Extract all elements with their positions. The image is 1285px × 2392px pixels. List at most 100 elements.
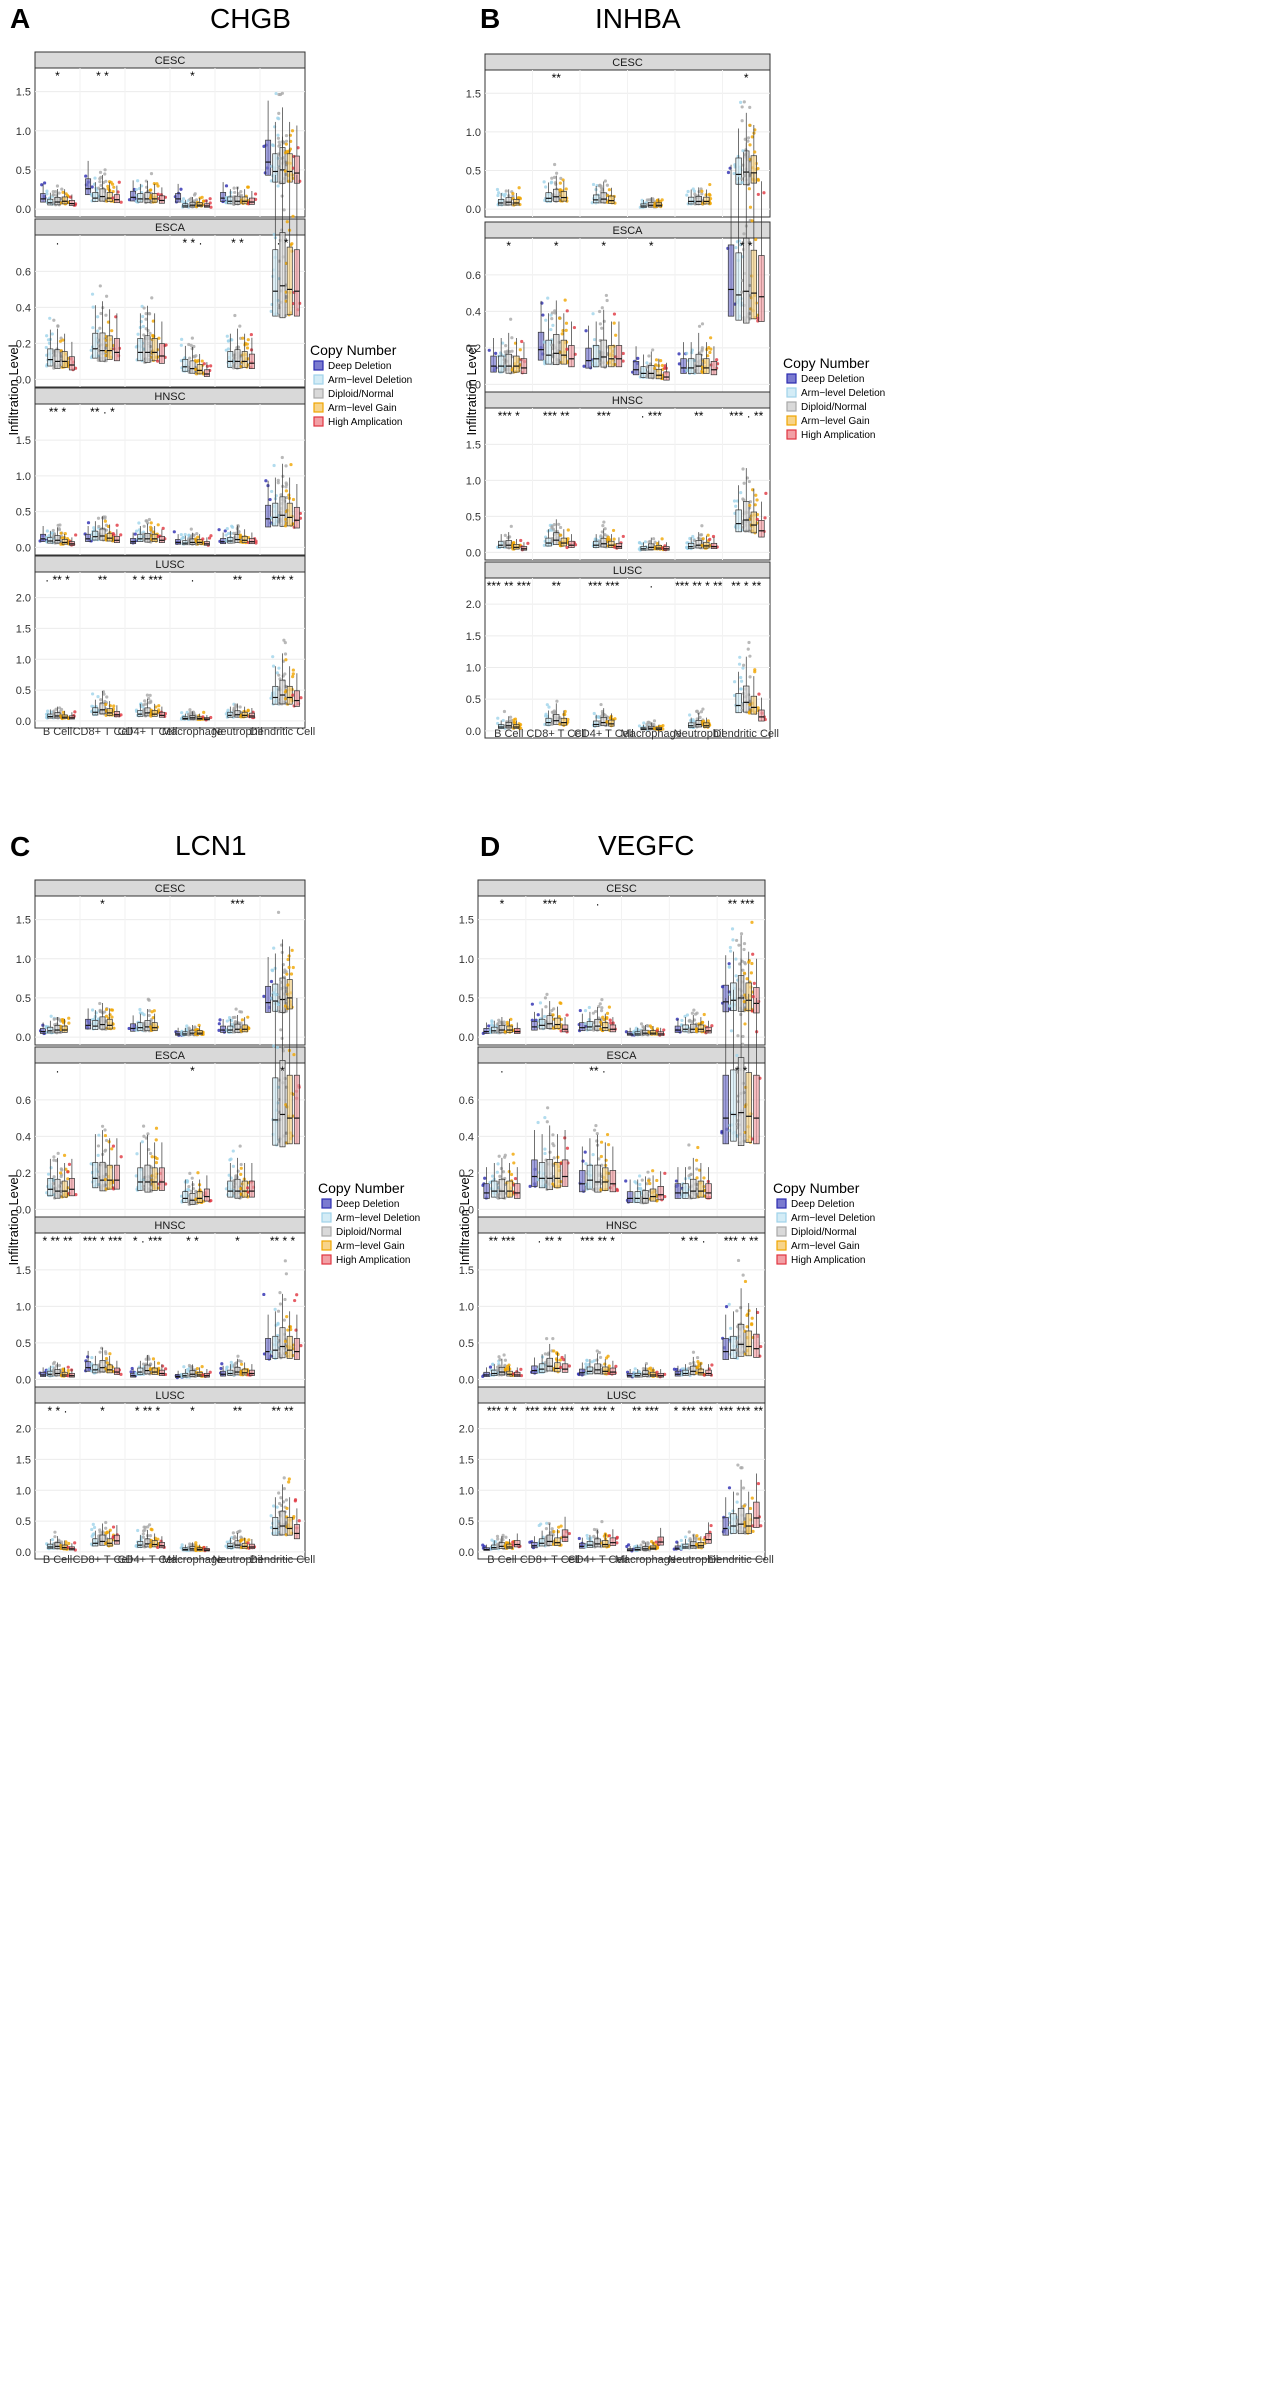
data-point bbox=[281, 474, 285, 478]
facet-CESC: CESC 0.0 0.5 1.0 1.5 * * * * bbox=[16, 51, 306, 218]
data-point bbox=[612, 537, 616, 541]
legend-swatch bbox=[786, 401, 797, 412]
data-point bbox=[612, 321, 616, 325]
data-point bbox=[53, 1535, 57, 1539]
y-tick-label: 0.0 bbox=[16, 1374, 31, 1386]
data-point bbox=[146, 1354, 150, 1358]
box bbox=[286, 502, 293, 527]
box bbox=[272, 502, 279, 527]
data-point bbox=[558, 188, 563, 192]
data-point bbox=[73, 1541, 77, 1545]
data-point bbox=[607, 188, 611, 192]
data-point bbox=[592, 711, 596, 716]
data-point bbox=[748, 675, 752, 679]
box bbox=[279, 496, 286, 527]
data-point bbox=[194, 537, 198, 541]
x-tick-label: CD4+ T Cell bbox=[118, 726, 178, 738]
box bbox=[537, 331, 545, 361]
data-point bbox=[59, 1167, 63, 1171]
box bbox=[61, 1180, 68, 1198]
box bbox=[750, 249, 757, 320]
data-point bbox=[141, 532, 146, 536]
box bbox=[703, 358, 710, 374]
data-point bbox=[742, 232, 746, 236]
box bbox=[99, 188, 106, 202]
data-point bbox=[550, 526, 554, 530]
y-tick-label: 1.0 bbox=[466, 127, 481, 139]
data-point bbox=[285, 149, 289, 153]
box bbox=[85, 1361, 92, 1372]
y-tick-label: 0.6 bbox=[466, 270, 481, 282]
data-point bbox=[217, 1028, 221, 1032]
data-point bbox=[236, 1169, 240, 1173]
box bbox=[241, 1024, 248, 1033]
data-point bbox=[144, 317, 148, 321]
data-point bbox=[582, 364, 586, 368]
data-point bbox=[141, 1184, 145, 1188]
data-point bbox=[181, 535, 185, 540]
data-point bbox=[74, 533, 78, 537]
data-point bbox=[282, 208, 286, 212]
box bbox=[248, 197, 255, 205]
data-point bbox=[747, 479, 751, 484]
data-point bbox=[204, 199, 208, 203]
data-point bbox=[44, 345, 48, 350]
y-tick-label: 0.6 bbox=[16, 266, 31, 278]
significance-mark: *** * bbox=[498, 409, 520, 423]
data-point bbox=[52, 1155, 56, 1159]
box bbox=[151, 1540, 158, 1548]
box bbox=[196, 1191, 203, 1203]
box bbox=[568, 540, 575, 548]
legend-swatch bbox=[786, 387, 797, 398]
facet-strip-label: ESCA bbox=[155, 222, 186, 234]
data-point bbox=[224, 197, 229, 201]
data-point bbox=[736, 154, 740, 159]
box bbox=[130, 190, 137, 202]
data-point bbox=[268, 497, 272, 502]
data-point bbox=[134, 529, 139, 533]
data-point bbox=[291, 214, 295, 218]
y-tick-label: 0.0 bbox=[16, 1547, 31, 1559]
significance-mark: ** bbox=[552, 71, 562, 85]
box bbox=[189, 360, 196, 374]
box bbox=[710, 542, 718, 549]
data-point bbox=[584, 329, 588, 333]
data-point bbox=[92, 1532, 96, 1536]
box bbox=[40, 193, 47, 203]
data-point bbox=[98, 177, 102, 181]
data-point bbox=[503, 350, 507, 354]
data-point bbox=[186, 712, 191, 716]
data-point bbox=[49, 1014, 53, 1018]
data-point bbox=[156, 192, 160, 196]
data-point bbox=[512, 720, 516, 724]
data-point bbox=[660, 537, 664, 541]
data-point bbox=[700, 192, 704, 196]
data-point bbox=[740, 180, 744, 185]
data-point bbox=[279, 156, 283, 161]
box bbox=[106, 1538, 113, 1547]
y-tick-label: 1.0 bbox=[466, 475, 481, 487]
data-point bbox=[62, 1153, 67, 1157]
data-point bbox=[180, 711, 184, 715]
data-point bbox=[45, 529, 49, 533]
box bbox=[175, 193, 182, 203]
box bbox=[144, 533, 151, 543]
box bbox=[505, 721, 512, 729]
data-point bbox=[291, 965, 295, 970]
data-point bbox=[557, 522, 561, 526]
data-point bbox=[738, 243, 743, 247]
data-point bbox=[518, 348, 522, 352]
data-point bbox=[747, 710, 751, 714]
data-point bbox=[700, 369, 704, 373]
chart-panel-B: B INHBA Infiltration Level CESC 0.0 0.5 1.0 1.5… bbox=[464, 3, 885, 740]
data-point bbox=[285, 220, 289, 224]
gene-title: INHBA bbox=[595, 3, 681, 34]
data-point bbox=[230, 525, 235, 529]
data-point bbox=[65, 194, 70, 198]
data-point bbox=[229, 1157, 233, 1161]
significance-mark: *** · ** bbox=[729, 409, 763, 423]
data-point bbox=[96, 516, 101, 520]
box bbox=[106, 1164, 113, 1190]
data-point bbox=[189, 527, 193, 531]
data-point bbox=[187, 342, 191, 347]
